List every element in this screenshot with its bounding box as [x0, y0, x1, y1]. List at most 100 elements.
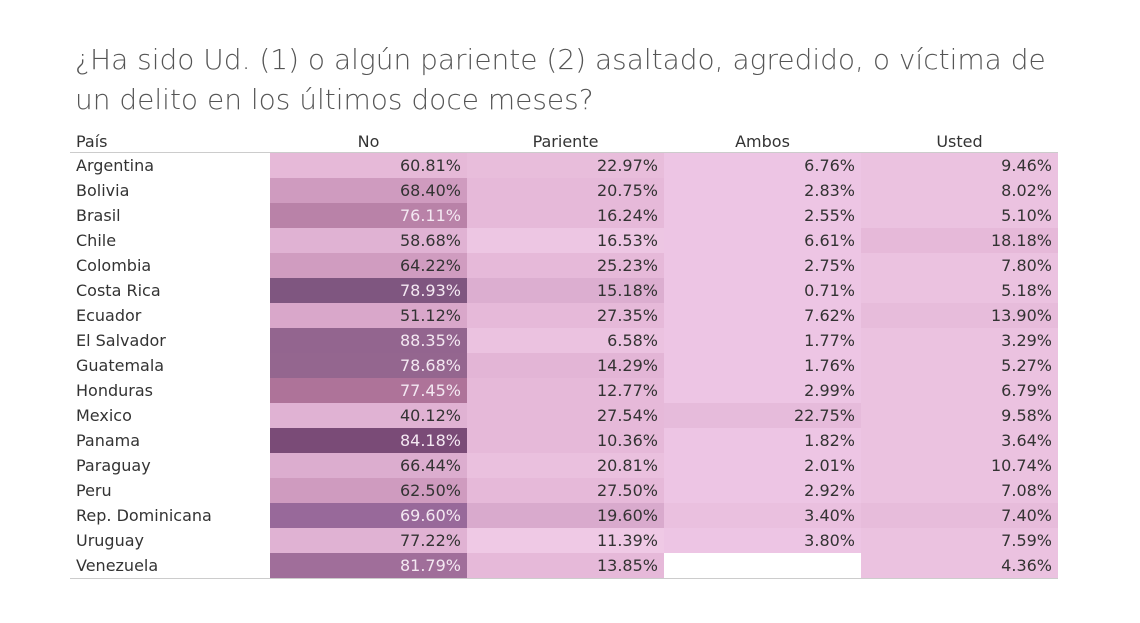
country-label: Bolivia	[76, 181, 130, 200]
heatmap-cell: 40.12%	[270, 403, 467, 428]
country-label: Costa Rica	[76, 281, 161, 300]
heatmap-cell: 10.36%	[467, 428, 664, 453]
header-no: No	[357, 132, 380, 151]
heatmap-cell: 77.22%	[270, 528, 467, 553]
table-row: Honduras 77.45% 12.77% 2.99% 6.79%	[70, 378, 1058, 403]
heatmap-cell: 78.93%	[270, 278, 467, 303]
heatmap-cell: 2.83%	[664, 178, 861, 203]
table-row: Uruguay 77.22% 11.39% 3.80% 7.59%	[70, 528, 1058, 553]
table-row: Brasil 76.11% 16.24% 2.55% 5.10%	[70, 203, 1058, 228]
heatmap-cell: 9.58%	[861, 403, 1058, 428]
table-body: Argentina 60.81% 22.97% 6.76% 9.46% Bolivia 68…	[70, 153, 1058, 578]
heatmap-cell: 8.02%	[861, 178, 1058, 203]
table-row: Ecuador 51.12% 27.35% 7.62% 13.90%	[70, 303, 1058, 328]
heatmap-cell: 15.18%	[467, 278, 664, 303]
country-label: Mexico	[76, 406, 132, 425]
country-label: Panama	[76, 431, 141, 450]
heatmap-cell: 18.18%	[861, 228, 1058, 253]
heatmap-cell: 51.12%	[270, 303, 467, 328]
heatmap-cell: 77.45%	[270, 378, 467, 403]
table-row: Argentina 60.81% 22.97% 6.76% 9.46%	[70, 153, 1058, 178]
country-label: Chile	[76, 231, 117, 250]
table-row: Guatemala 78.68% 14.29% 1.76% 5.27%	[70, 353, 1058, 378]
heatmap-cell: 6.61%	[664, 228, 861, 253]
country-label: Rep. Dominicana	[76, 506, 212, 525]
heatmap-cell: 27.35%	[467, 303, 664, 328]
country-label: Guatemala	[76, 356, 165, 375]
country-label: Honduras	[76, 381, 153, 400]
table-row: Mexico 40.12% 27.54% 22.75% 9.58%	[70, 403, 1058, 428]
heatmap-cell: 5.18%	[861, 278, 1058, 303]
table-row: Peru 62.50% 27.50% 2.92% 7.08%	[70, 478, 1058, 503]
heatmap-cell: 7.59%	[861, 528, 1058, 553]
heatmap-cell: 62.50%	[270, 478, 467, 503]
heatmap-cell: 7.40%	[861, 503, 1058, 528]
table-row: Chile 58.68% 16.53% 6.61% 18.18%	[70, 228, 1058, 253]
heatmap-cell: 5.10%	[861, 203, 1058, 228]
heatmap-cell: 12.77%	[467, 378, 664, 403]
heatmap-cell: 69.60%	[270, 503, 467, 528]
chart-title: ¿Ha sido Ud. (1) o algún pariente (2) as…	[75, 43, 1046, 116]
heatmap-cell: 78.68%	[270, 353, 467, 378]
country-label: Ecuador	[76, 306, 142, 325]
heatmap-cell: 1.77%	[664, 328, 861, 353]
heatmap-cell: 1.76%	[664, 353, 861, 378]
heatmap-cell: 13.90%	[861, 303, 1058, 328]
heatmap-cell: 27.50%	[467, 478, 664, 503]
country-label: Venezuela	[76, 556, 159, 575]
header-country: País	[76, 132, 108, 151]
heatmap-cell: 9.46%	[861, 153, 1058, 178]
heatmap-cell: 3.29%	[861, 328, 1058, 353]
heatmap-cell: 5.27%	[861, 353, 1058, 378]
header-pariente: Pariente	[532, 132, 599, 151]
heatmap-cell: 60.81%	[270, 153, 467, 178]
heatmap-cell: 1.82%	[664, 428, 861, 453]
heatmap-cell: 3.64%	[861, 428, 1058, 453]
heatmap-cell: 84.18%	[270, 428, 467, 453]
country-label: Uruguay	[76, 531, 144, 550]
country-label: Brasil	[76, 206, 121, 225]
heatmap-cell: 10.74%	[861, 453, 1058, 478]
heatmap-cell: 13.85%	[467, 553, 664, 578]
heatmap-cell: 11.39%	[467, 528, 664, 553]
heatmap-cell: 20.81%	[467, 453, 664, 478]
heatmap-cell: 7.62%	[664, 303, 861, 328]
heatmap-cell: 19.60%	[467, 503, 664, 528]
heatmap-cell: 58.68%	[270, 228, 467, 253]
heatmap-cell: 64.22%	[270, 253, 467, 278]
table-row: Bolivia 68.40% 20.75% 2.83% 8.02%	[70, 178, 1058, 203]
heatmap-cell: 7.08%	[861, 478, 1058, 503]
table-row: Panama 84.18% 10.36% 1.82% 3.64%	[70, 428, 1058, 453]
heatmap-cell: 2.92%	[664, 478, 861, 503]
table-row: Paraguay 66.44% 20.81% 2.01% 10.74%	[70, 453, 1058, 478]
header-ambos: Ambos	[735, 132, 790, 151]
heatmap-cell: 2.75%	[664, 253, 861, 278]
heatmap-cell: 16.24%	[467, 203, 664, 228]
heatmap-cell: 6.76%	[664, 153, 861, 178]
heatmap-cell: 3.80%	[664, 528, 861, 553]
heatmap-cell: 6.79%	[861, 378, 1058, 403]
country-label: El Salvador	[76, 331, 166, 350]
heatmap-cell: 76.11%	[270, 203, 467, 228]
country-label: Colombia	[76, 256, 152, 275]
heatmap-table: País No Pariente Ambos Usted Argentina 60…	[70, 131, 1058, 579]
heatmap-cell: 25.23%	[467, 253, 664, 278]
country-label: Paraguay	[76, 456, 151, 475]
heatmap-cell	[664, 553, 861, 578]
heatmap-cell: 0.71%	[664, 278, 861, 303]
heatmap-cell: 88.35%	[270, 328, 467, 353]
country-label: Argentina	[76, 156, 155, 175]
heatmap-cell: 4.36%	[861, 553, 1058, 578]
header-row: País No Pariente Ambos Usted	[70, 131, 1058, 153]
heatmap-cell: 66.44%	[270, 453, 467, 478]
header-usted: Usted	[936, 132, 983, 151]
table-row: Venezuela 81.79% 13.85% 4.36%	[70, 553, 1058, 578]
table-row: Costa Rica 78.93% 15.18% 0.71% 5.18%	[70, 278, 1058, 303]
table-row: El Salvador 88.35% 6.58% 1.77% 3.29%	[70, 328, 1058, 353]
heatmap-cell: 7.80%	[861, 253, 1058, 278]
heatmap-cell: 81.79%	[270, 553, 467, 578]
table-row: Rep. Dominicana 69.60% 19.60% 3.40% 7.40%	[70, 503, 1058, 528]
heatmap-cell: 22.97%	[467, 153, 664, 178]
heatmap-cell: 27.54%	[467, 403, 664, 428]
heatmap-cell: 16.53%	[467, 228, 664, 253]
